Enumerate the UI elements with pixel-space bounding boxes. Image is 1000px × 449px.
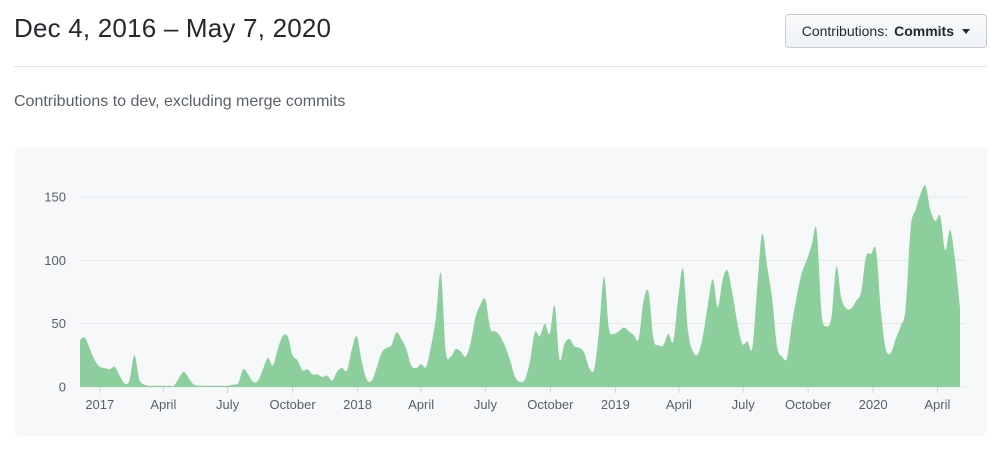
contributions-chart[interactable]: 0 50 100 150 2017 April July October 2018 April Ju… <box>14 147 987 436</box>
header-divider <box>14 66 987 67</box>
date-range-header: Dec 4, 2016 – May 7, 2020 Contributions:… <box>14 0 987 48</box>
x-axis-label: April <box>150 397 176 412</box>
x-axis-label: October <box>269 397 316 412</box>
date-range-title: Dec 4, 2016 – May 7, 2020 <box>14 13 332 43</box>
x-axis-label: October <box>527 397 574 412</box>
x-axis-label: July <box>732 397 756 412</box>
x-axis-label: 2019 <box>601 397 630 412</box>
x-axis-label: July <box>474 397 498 412</box>
commit-activity-panel: 0 50 100 150 2017 April July October 2018 April Ju… <box>14 147 987 436</box>
chart-subtitle: Contributions to dev, excluding merge co… <box>14 93 346 110</box>
dropdown-caret-icon <box>962 28 970 34</box>
y-axis-label: 0 <box>59 380 66 395</box>
contributors-graph-page: Dec 4, 2016 – May 7, 2020 Contributions:… <box>14 0 987 436</box>
x-axis-label: April <box>924 397 950 412</box>
y-axis-label: 100 <box>44 253 66 268</box>
x-axis-label: 2020 <box>859 397 888 412</box>
y-axis-label: 50 <box>52 316 66 331</box>
contributions-dropdown-selected: Commits <box>894 23 954 39</box>
x-axis-label: 2018 <box>343 397 372 412</box>
commits-area-series[interactable] <box>80 185 960 387</box>
x-axis-label: April <box>408 397 434 412</box>
y-axis-label: 150 <box>44 190 66 205</box>
x-axis-label: July <box>216 397 240 412</box>
contributions-dropdown-button[interactable]: Contributions: Commits <box>784 14 987 48</box>
x-axis-label: 2017 <box>85 397 114 412</box>
x-axis-label: April <box>666 397 692 412</box>
x-axis-label: October <box>785 397 832 412</box>
contributions-dropdown-label: Contributions: <box>801 23 889 39</box>
